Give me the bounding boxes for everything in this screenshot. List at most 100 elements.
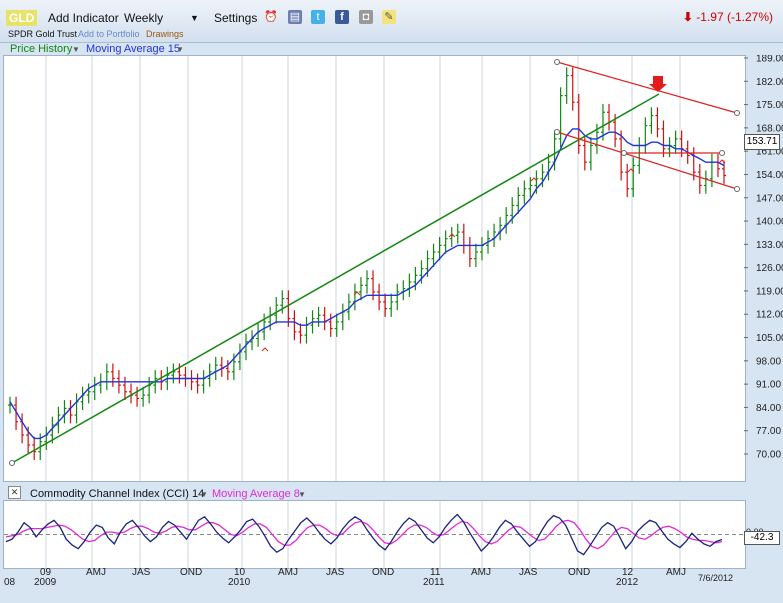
cci-dropdown-icon[interactable]: ▼ — [200, 490, 208, 499]
channel-lower-line — [556, 131, 738, 190]
add-to-portfolio-link[interactable]: Add to Portfolio — [78, 29, 140, 39]
price-bar — [110, 363, 115, 387]
price-bar — [322, 306, 327, 331]
price-bar — [504, 207, 509, 234]
note-icon[interactable]: ✎ — [382, 10, 396, 24]
y-tick-label: 140.00 — [756, 217, 783, 228]
drawings-link[interactable]: Drawings — [146, 29, 184, 39]
price-bar — [346, 293, 351, 321]
legend-ma-dropdown-icon[interactable]: ▼ — [176, 45, 184, 54]
channel-anchor — [554, 129, 560, 135]
price-bar — [92, 376, 97, 401]
price-bar — [498, 217, 503, 241]
price-bar — [443, 230, 448, 254]
legend-price-dropdown-icon[interactable]: ▼ — [72, 45, 80, 54]
ticker-symbol[interactable]: GLD — [6, 10, 38, 26]
period-select[interactable]: Weekly — [124, 11, 164, 25]
y-tick-label: 168.00 — [756, 123, 783, 134]
price-bar — [401, 280, 406, 301]
cci-chart — [4, 501, 745, 568]
price-bar — [667, 137, 672, 158]
price-bar — [316, 306, 321, 327]
price-bar — [262, 313, 267, 341]
x-tick-label: OND — [568, 567, 591, 578]
price-bar — [564, 67, 569, 104]
security-name: SPDR Gold Trust — [8, 29, 78, 39]
x-axis: 08 09 2009 AMJ JAS OND 10 2010 AMJ JAS O… — [0, 567, 783, 603]
price-bar — [32, 436, 37, 460]
indicator-cci-legend[interactable]: Commodity Channel Index (CCI) 14 — [30, 488, 205, 500]
price-bar — [256, 323, 261, 347]
x-tick-label: AMJ — [278, 567, 298, 578]
price-bar — [722, 160, 726, 184]
price-bar — [74, 393, 79, 424]
price-bar — [86, 383, 91, 404]
price-bar — [383, 293, 388, 317]
price-bar — [395, 283, 400, 311]
price-bar — [631, 157, 636, 198]
cci-ma-dropdown-icon[interactable]: ▼ — [298, 490, 306, 499]
price-bar — [570, 67, 575, 111]
price-bar — [201, 370, 206, 394]
price-bar — [467, 237, 472, 267]
current-price-label: 153.71 — [744, 134, 780, 150]
price-bar — [655, 107, 660, 138]
legend-moving-average[interactable]: Moving Average 15 — [86, 43, 180, 55]
twitter-icon[interactable]: t — [311, 10, 325, 24]
down-arrow-marker — [649, 76, 667, 92]
price-bar — [419, 260, 424, 284]
price-bar — [516, 187, 521, 214]
price-bar — [389, 293, 394, 317]
price-bar — [643, 117, 648, 154]
price-bar — [328, 313, 333, 337]
price-bar — [129, 383, 134, 404]
y-tick-label: 84.00 — [756, 403, 781, 414]
caret-marker — [718, 159, 726, 164]
x-tick-label: 2012 — [616, 577, 639, 588]
x-tick-label: AMJ — [471, 567, 491, 578]
close-indicator-icon[interactable]: ✕ — [8, 486, 21, 499]
price-bar — [619, 130, 624, 181]
last-date-label: 7/6/2012 — [698, 573, 734, 583]
y-tick-label: 175.00 — [756, 100, 783, 111]
price-bar — [492, 223, 497, 248]
settings-button[interactable]: Settings — [214, 11, 258, 25]
x-tick-label: 12 — [622, 567, 634, 578]
price-y-axis: 189.00 182.00 175.00 168.00 161.00 154.00 147.… — [744, 55, 783, 461]
price-bar — [56, 406, 61, 434]
price-bar — [582, 137, 587, 171]
price-bar — [340, 303, 345, 331]
alarm-clock-icon[interactable]: ⏰ — [264, 11, 278, 23]
price-bar — [377, 283, 382, 311]
price-bar — [159, 370, 164, 391]
y-tick-label: 112.00 — [756, 310, 783, 321]
price-bar — [576, 93, 581, 154]
legend-price-history[interactable]: Price History — [10, 43, 73, 55]
y-tick-label: 105.00 — [756, 333, 783, 344]
trend-line — [11, 93, 660, 464]
price-bar — [625, 163, 630, 198]
save-icon[interactable]: ▤ — [288, 10, 302, 24]
indicator-ma-legend[interactable]: Moving Average 8 — [212, 488, 300, 500]
x-tick-label: 11 — [430, 567, 441, 578]
price-bar — [358, 276, 363, 301]
price-chart-panel[interactable] — [3, 55, 746, 482]
camera-icon[interactable]: ◘ — [359, 10, 373, 24]
price-bar — [292, 310, 297, 341]
add-indicator-button[interactable]: Add Indicator — [48, 11, 119, 25]
x-tick-label: AMJ — [666, 567, 686, 578]
x-tick-label: JAS — [132, 567, 151, 578]
price-bar — [334, 313, 339, 337]
price-bar — [274, 296, 279, 324]
y-tick-label: 119.00 — [756, 286, 783, 297]
price-bar — [171, 363, 176, 384]
facebook-icon[interactable]: f — [335, 10, 349, 24]
channel-anchor — [719, 150, 725, 156]
current-cci-label: -42.3 — [744, 531, 780, 545]
cci-panel[interactable] — [3, 500, 746, 569]
price-bar — [80, 386, 85, 411]
period-dropdown-icon[interactable]: ▼ — [190, 13, 199, 23]
x-tick-label: AMJ — [86, 567, 106, 578]
y-tick-label: 161.00 — [756, 147, 783, 158]
x-tick-label: OND — [180, 567, 203, 578]
